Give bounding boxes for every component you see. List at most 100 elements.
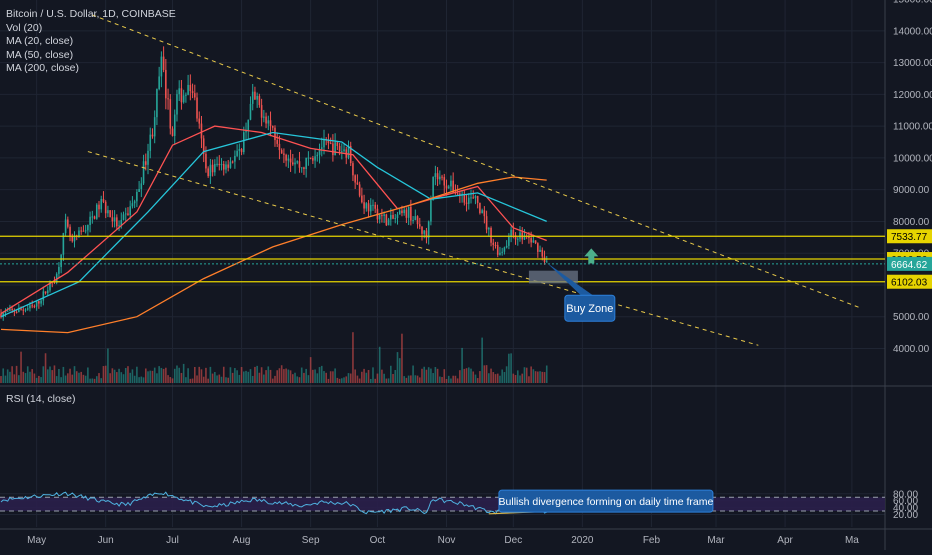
volume-bar: [238, 374, 241, 383]
volume-bar: [519, 375, 521, 383]
price-tick-label: 10000.00: [893, 153, 932, 164]
volume-bar: [51, 370, 54, 383]
candle-body: [372, 204, 374, 206]
candle-body: [421, 226, 423, 234]
volume-bar: [109, 373, 111, 383]
volume-bar: [153, 367, 156, 383]
candle-body: [516, 238, 519, 240]
volume-bar: [396, 352, 399, 383]
candle-body: [470, 197, 472, 199]
price-tick-label: 8000.00: [893, 217, 930, 228]
volume-bar: [369, 378, 372, 383]
volume-bar: [336, 377, 339, 383]
candle-body: [396, 214, 399, 218]
study-ma200[interactable]: MA (200, close): [6, 62, 79, 74]
candle-body: [363, 202, 365, 209]
time-tick-label: Dec: [504, 535, 522, 546]
volume-bar: [499, 375, 501, 383]
candle-body: [430, 199, 432, 222]
candle-body: [4, 311, 7, 313]
symbol-title[interactable]: Bitcoin / U.S. Dollar, 1D, COINBASE: [6, 8, 176, 20]
volume-bar: [427, 367, 430, 383]
volume-bar: [327, 378, 330, 383]
volume-bar: [11, 366, 13, 383]
volume-bar: [84, 375, 87, 383]
candle-body: [425, 230, 428, 238]
candle-body: [341, 151, 343, 153]
candle-body: [465, 202, 468, 204]
time-tick-label: 2020: [571, 535, 594, 546]
candle-body: [138, 189, 140, 192]
volume-bar: [445, 378, 448, 383]
study-ma20[interactable]: MA (20, close): [6, 35, 74, 47]
candle-body: [289, 158, 292, 163]
volume-bar: [474, 374, 477, 383]
candle-body: [225, 164, 227, 170]
volume-bar: [541, 371, 544, 383]
candle-body: [269, 120, 272, 126]
volume-bar: [178, 367, 180, 383]
volume-bar: [287, 369, 290, 383]
candle-body: [387, 219, 390, 226]
time-tick-label: Sep: [302, 535, 320, 546]
volume-bar: [187, 368, 189, 383]
volume-bar: [465, 368, 468, 383]
volume-bar: [285, 368, 287, 383]
candle-body: [67, 219, 69, 227]
volume-bar: [352, 332, 354, 383]
volume-bar: [173, 368, 176, 383]
chart-legend: Bitcoin / U.S. Dollar, 1D, COINBASE Vol …: [6, 8, 176, 76]
volume-bar: [165, 367, 167, 383]
candle-body: [398, 210, 401, 215]
volume-bar: [258, 372, 261, 383]
candle-body: [151, 134, 154, 137]
volume-bar: [122, 374, 125, 383]
study-volume[interactable]: Vol (20): [6, 21, 43, 34]
candle-body: [276, 140, 279, 144]
candle-body: [292, 162, 294, 165]
candle-body: [361, 195, 363, 203]
time-tick-label: Apr: [777, 535, 793, 546]
rsi-tick-label: 20.00: [893, 510, 918, 521]
volume-bar: [107, 348, 109, 383]
candle-body: [193, 93, 196, 98]
volume-bar: [31, 369, 33, 383]
candle-body: [283, 153, 285, 155]
volume-bar: [476, 378, 479, 383]
volume-bar: [483, 365, 486, 383]
candle-body: [238, 149, 241, 151]
buy-zone-callout: [564, 294, 616, 322]
candle-body: [505, 245, 508, 248]
volume-bar: [358, 378, 361, 383]
candle-body: [537, 243, 539, 252]
candle-body: [309, 157, 312, 159]
volume-bar: [171, 378, 174, 383]
candle-body: [501, 251, 503, 253]
volume-bar: [4, 375, 7, 383]
volume-bar: [298, 377, 301, 383]
volume-bar: [528, 376, 530, 383]
volume-bar: [280, 365, 283, 383]
candle-body: [158, 76, 160, 90]
candle-body: [383, 214, 385, 216]
volume-bar: [147, 371, 149, 383]
price-tick-label: 13000.00: [893, 58, 932, 69]
time-tick-label: Ma: [845, 535, 859, 546]
study-ma50[interactable]: MA (50, close): [6, 48, 74, 61]
volume-bar: [300, 367, 303, 383]
volume-bar: [55, 376, 58, 383]
candle-body: [153, 117, 156, 137]
candle-body: [229, 161, 232, 168]
volume-bar: [225, 377, 227, 383]
volume-bar: [450, 378, 452, 383]
volume-bar: [95, 376, 98, 383]
candle-body: [89, 216, 91, 226]
volume-bar: [240, 367, 243, 383]
volume-bar: [176, 365, 178, 383]
volume-bar: [156, 373, 158, 383]
candle-body: [236, 150, 238, 156]
study-rsi[interactable]: RSI (14, close): [6, 393, 76, 405]
volume-bar: [104, 365, 107, 383]
volume-bar: [124, 367, 127, 383]
